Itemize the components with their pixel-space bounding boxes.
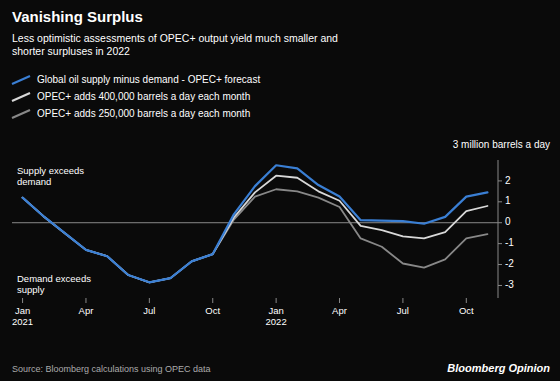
legend-swatch <box>12 93 30 101</box>
x-tick <box>212 298 213 303</box>
x-tick <box>276 298 277 303</box>
x-tick <box>149 298 150 303</box>
annotation: Demand exceedssupply <box>17 273 91 295</box>
x-tick-label: Apr <box>332 305 347 316</box>
y-tick <box>498 180 502 181</box>
y-tick <box>498 264 502 265</box>
y-tick-label: 0 <box>505 216 511 227</box>
y-tick <box>498 285 502 286</box>
y-tick <box>498 222 502 223</box>
y-tick-label: -2 <box>505 258 514 269</box>
x-tick <box>85 298 86 303</box>
y-axis-label: 3 million barrels a day <box>453 139 550 150</box>
y-tick-label: -1 <box>505 237 514 248</box>
legend-entry: OPEC+ adds 250,000 barrels a day each mo… <box>37 108 250 119</box>
x-tick-label: Jan2021 <box>12 305 33 327</box>
legend: Global oil supply minus demand - OPEC+ f… <box>12 74 260 119</box>
lines <box>23 165 488 282</box>
chart: Vanishing Surplus Less optimistic assessm… <box>0 0 560 381</box>
x-tick-label: Oct <box>205 305 220 316</box>
source: Source: Bloomberg calculations using OPE… <box>12 364 211 374</box>
x-tick <box>339 298 340 303</box>
y-tick-label: -3 <box>505 279 514 290</box>
x-tick-label: Jul <box>397 305 409 316</box>
y-tick-label: 1 <box>505 195 511 206</box>
x-tick-label: Apr <box>79 305 94 316</box>
title: Vanishing Surplus <box>12 8 143 25</box>
legend-swatch <box>12 110 30 118</box>
y-tick <box>498 201 502 202</box>
y-tick <box>498 243 502 244</box>
branding: Bloomberg Opinion <box>447 362 550 374</box>
series-line <box>23 176 488 283</box>
y-tick-label: 2 <box>505 175 511 186</box>
legend-swatch <box>12 76 30 84</box>
legend-entry: OPEC+ adds 400,000 barrels a day each mo… <box>37 91 250 102</box>
x-tick <box>466 298 467 303</box>
legend-entry: Global oil supply minus demand - OPEC+ f… <box>37 74 260 85</box>
x-tick <box>402 298 403 303</box>
x-tick <box>22 298 23 303</box>
x-tick-label: Jan2022 <box>266 305 287 327</box>
background <box>0 0 560 381</box>
series-line <box>23 165 488 282</box>
x-tick-label: Jul <box>143 305 155 316</box>
x-tick-label: Oct <box>459 305 474 316</box>
annotation: Supply exceedsdemand <box>17 165 84 187</box>
series-line <box>23 189 488 282</box>
subtitle: Less optimistic assessments of OPEC+ out… <box>12 32 338 57</box>
